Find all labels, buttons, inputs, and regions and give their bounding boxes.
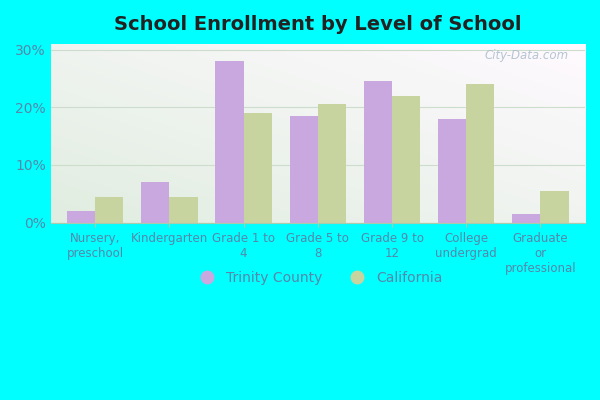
Bar	[364, 81, 392, 222]
Bar	[215, 61, 244, 222]
Bar	[541, 191, 569, 222]
Bar	[318, 104, 346, 222]
Bar	[438, 119, 466, 222]
Legend: Trinity County, California: Trinity County, California	[187, 266, 448, 291]
Bar	[141, 182, 169, 222]
Bar	[512, 214, 541, 222]
Bar	[67, 211, 95, 222]
Title: School Enrollment by Level of School: School Enrollment by Level of School	[114, 15, 521, 34]
Bar	[95, 197, 124, 222]
Text: City-Data.com: City-Data.com	[485, 49, 569, 62]
Bar	[244, 113, 272, 222]
Bar	[169, 197, 197, 222]
Bar	[290, 116, 318, 222]
Bar	[392, 96, 420, 222]
Bar	[466, 84, 494, 222]
